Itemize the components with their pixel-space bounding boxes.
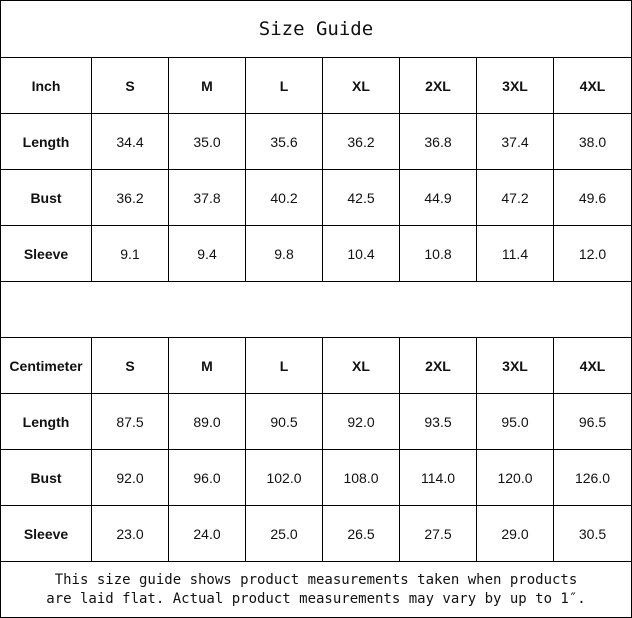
measurement-value: 40.2	[246, 170, 323, 226]
measurement-value: 38.0	[554, 114, 631, 170]
size-header: 2XL	[400, 338, 477, 394]
measurement-note: This size guide shows product measuremen…	[1, 562, 631, 618]
size-header: L	[246, 338, 323, 394]
measurement-value: 36.8	[400, 114, 477, 170]
measurement-label: Sleeve	[1, 506, 92, 562]
size-header: 4XL	[554, 338, 631, 394]
measurement-value: 90.5	[246, 394, 323, 450]
measurement-value: 120.0	[477, 450, 554, 506]
measurement-value: 9.1	[92, 226, 169, 282]
measurement-value: 36.2	[92, 170, 169, 226]
unit-header: Centimeter	[1, 338, 92, 394]
size-header: XL	[323, 338, 400, 394]
size-header: 4XL	[554, 58, 631, 114]
measurement-value: 102.0	[246, 450, 323, 506]
measurement-value: 35.0	[169, 114, 246, 170]
measurement-value: 42.5	[323, 170, 400, 226]
measurement-value: 9.8	[246, 226, 323, 282]
size-header: 2XL	[400, 58, 477, 114]
measurement-value: 95.0	[477, 394, 554, 450]
measurement-value: 37.4	[477, 114, 554, 170]
measurement-value: 9.4	[169, 226, 246, 282]
size-header: XL	[323, 58, 400, 114]
measurement-label: Length	[1, 394, 92, 450]
measurement-label: Bust	[1, 450, 92, 506]
measurement-value: 36.2	[323, 114, 400, 170]
measurement-value: 47.2	[477, 170, 554, 226]
inch-table: Inch S M L XL 2XL 3XL 4XL Length 34.4 35.0 35.6 36.2…	[1, 58, 631, 282]
measurement-value: 12.0	[554, 226, 631, 282]
measurement-value: 30.5	[554, 506, 631, 562]
measurement-value: 108.0	[323, 450, 400, 506]
measurement-value: 10.8	[400, 226, 477, 282]
measurement-value: 87.5	[92, 394, 169, 450]
measurement-value: 10.4	[323, 226, 400, 282]
measurement-value: 93.5	[400, 394, 477, 450]
measurement-value: 26.5	[323, 506, 400, 562]
measurement-value: 34.4	[92, 114, 169, 170]
measurement-value: 11.4	[477, 226, 554, 282]
size-header: M	[169, 338, 246, 394]
centimeter-table: Centimeter S M L XL 2XL 3XL 4XL Length 87.5 89.0 90…	[1, 338, 631, 562]
size-header: M	[169, 58, 246, 114]
measurement-value: 126.0	[554, 450, 631, 506]
measurement-value: 114.0	[400, 450, 477, 506]
page-title: Size Guide	[1, 1, 631, 58]
size-header: S	[92, 58, 169, 114]
measurement-label: Length	[1, 114, 92, 170]
measurement-label: Sleeve	[1, 226, 92, 282]
measurement-label: Bust	[1, 170, 92, 226]
measurement-value: 25.0	[246, 506, 323, 562]
measurement-value: 92.0	[323, 394, 400, 450]
unit-header: Inch	[1, 58, 92, 114]
measurement-value: 23.0	[92, 506, 169, 562]
measurement-value: 29.0	[477, 506, 554, 562]
measurement-value: 27.5	[400, 506, 477, 562]
measurement-value: 37.8	[169, 170, 246, 226]
measurement-value: 44.9	[400, 170, 477, 226]
measurement-value: 96.0	[169, 450, 246, 506]
note-line-2: are laid flat. Actual product measuremen…	[46, 591, 586, 607]
size-header: S	[92, 338, 169, 394]
size-header: 3XL	[477, 338, 554, 394]
measurement-value: 92.0	[92, 450, 169, 506]
table-spacer	[1, 281, 631, 338]
size-header: L	[246, 58, 323, 114]
measurement-value: 35.6	[246, 114, 323, 170]
measurement-value: 89.0	[169, 394, 246, 450]
measurement-value: 49.6	[554, 170, 631, 226]
size-header: 3XL	[477, 58, 554, 114]
measurement-value: 24.0	[169, 506, 246, 562]
note-line-1: This size guide shows product measuremen…	[54, 572, 578, 588]
measurement-value: 96.5	[554, 394, 631, 450]
